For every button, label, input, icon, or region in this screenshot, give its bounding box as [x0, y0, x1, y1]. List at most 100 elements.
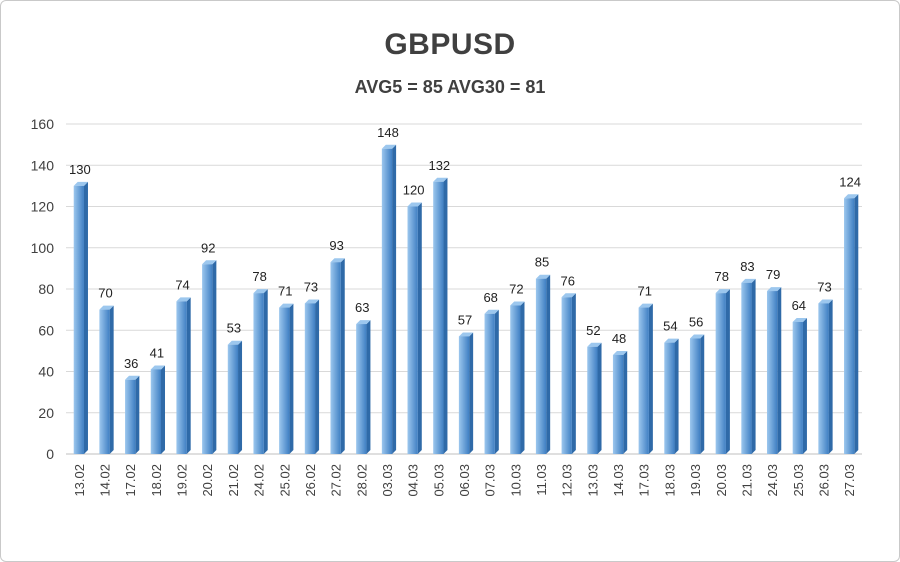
- bar-side: [751, 278, 756, 454]
- data-label: 93: [329, 238, 343, 253]
- bar-top: [587, 342, 602, 347]
- bar-side: [494, 309, 499, 454]
- y-tick-label: 100: [31, 240, 55, 256]
- bar: [561, 297, 572, 454]
- bar: [330, 262, 341, 454]
- y-tick-label: 60: [38, 322, 54, 338]
- x-tick-label: 25.02: [277, 464, 292, 497]
- bar: [612, 355, 624, 454]
- bar-side: [700, 334, 705, 454]
- x-tick-label: 18.03: [662, 464, 677, 497]
- bar: [844, 198, 855, 454]
- bar-top: [73, 181, 88, 186]
- bar: [458, 336, 470, 454]
- data-label: 53: [227, 321, 241, 336]
- bar-top: [664, 338, 679, 343]
- data-label: 54: [663, 319, 677, 334]
- bar-side: [725, 289, 730, 454]
- x-tick-label: 24.02: [252, 464, 267, 497]
- x-axis-ticks: 13.02 14.02 17.02 18.02 19.02 20.02 21.02 24.02…: [72, 464, 857, 497]
- data-label: 124: [839, 174, 861, 189]
- x-tick-label: 11.03: [534, 464, 549, 496]
- bar: [766, 291, 778, 454]
- bar: [176, 301, 187, 454]
- bar: [99, 309, 110, 454]
- bar: [381, 148, 393, 454]
- bar-top: [253, 289, 268, 294]
- y-tick-label: 20: [38, 405, 54, 421]
- bar-side: [854, 194, 859, 454]
- x-tick-label: 26.02: [303, 464, 318, 497]
- y-tick-label: 160: [31, 116, 55, 132]
- data-label: 85: [535, 255, 549, 270]
- bar-top: [766, 287, 782, 292]
- y-axis-ticks: 0 20 40 60 80 100 120 140 160: [31, 116, 55, 462]
- bar-side: [135, 375, 140, 454]
- bar-top: [150, 365, 166, 370]
- x-tick-label: 21.03: [739, 464, 754, 497]
- data-label: 74: [175, 277, 189, 292]
- x-tick-label: 25.03: [791, 464, 806, 497]
- bar-top: [715, 289, 730, 294]
- bar-top: [407, 202, 422, 207]
- x-tick-label: 13.03: [585, 464, 600, 497]
- data-label: 70: [98, 286, 112, 301]
- data-label: 36: [124, 356, 138, 371]
- data-label: 68: [483, 290, 497, 305]
- x-tick-label: 17.02: [123, 464, 138, 497]
- data-label: 64: [792, 298, 806, 313]
- data-label: 148: [377, 125, 399, 140]
- bar-side: [392, 144, 397, 454]
- bar-top: [202, 260, 217, 265]
- y-tick-label: 80: [38, 281, 54, 297]
- y-tick-label: 0: [46, 446, 54, 462]
- bar-top: [125, 375, 140, 380]
- bar-side: [161, 365, 166, 454]
- bar: [202, 264, 213, 454]
- x-tick-label: 17.03: [637, 464, 652, 497]
- data-label: 78: [715, 269, 729, 284]
- bar-top: [741, 278, 756, 283]
- x-tick-label: 12.03: [560, 464, 575, 497]
- bar-side: [777, 287, 782, 454]
- data-label: 56: [689, 315, 703, 330]
- bar: [535, 278, 547, 454]
- bar-top: [227, 340, 243, 345]
- bar: [407, 206, 418, 454]
- bar: [818, 303, 829, 454]
- bar-side: [623, 351, 628, 454]
- bar-side: [263, 289, 268, 454]
- bar-top: [304, 299, 320, 304]
- bar-top: [356, 320, 371, 325]
- data-label: 71: [278, 284, 292, 299]
- bar-side: [238, 340, 243, 454]
- data-label: 63: [355, 300, 369, 315]
- x-tick-label: 20.02: [200, 464, 215, 497]
- x-tick-label: 05.03: [431, 464, 446, 497]
- bar-side: [366, 320, 371, 454]
- bar: [664, 342, 675, 454]
- bars: [73, 144, 859, 454]
- bar-top: [510, 301, 525, 306]
- bar-top: [484, 309, 499, 314]
- bar: [253, 293, 264, 454]
- bar-side: [828, 299, 833, 454]
- data-label: 41: [150, 345, 164, 360]
- bar-top: [458, 332, 474, 337]
- data-label: 57: [458, 312, 472, 327]
- bar: [150, 369, 162, 454]
- bar-top: [433, 177, 448, 182]
- bar-side: [571, 293, 576, 454]
- data-label: 73: [304, 279, 318, 294]
- bar-top: [612, 351, 628, 355]
- data-label: 73: [817, 279, 831, 294]
- x-tick-label: 13.02: [72, 464, 87, 497]
- bar-side: [802, 318, 807, 454]
- bar-top: [279, 303, 294, 308]
- x-tick-label: 07.03: [483, 464, 498, 497]
- x-tick-label: 26.03: [816, 464, 831, 497]
- bar-side: [83, 181, 88, 454]
- bar-top: [689, 334, 705, 339]
